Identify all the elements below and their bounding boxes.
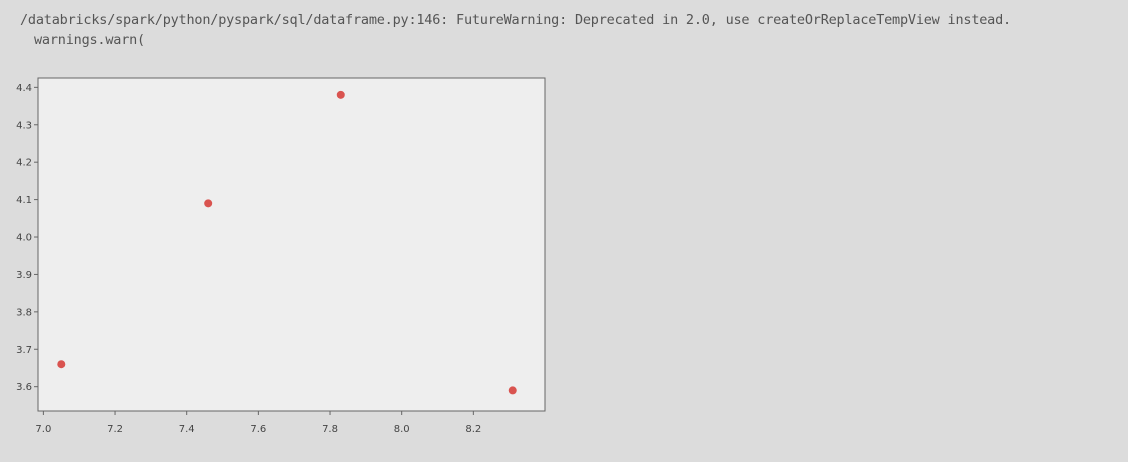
x-tick-label: 7.2 — [107, 424, 123, 435]
plot-area — [37, 77, 546, 412]
scatter-point — [204, 199, 213, 208]
y-tick-label: 3.9 — [16, 270, 32, 281]
y-axis: 4.4 4.3 4.2 4.1 4.0 3.9 3.8 3.7 3.6 — [16, 83, 38, 393]
scatter-point — [508, 386, 517, 395]
data-points — [57, 90, 517, 395]
x-tick-label: 8.2 — [465, 424, 481, 435]
warning-output: /databricks/spark/python/pyspark/sql/dat… — [20, 10, 1011, 50]
warning-call: warnings.warn( — [34, 32, 145, 48]
y-tick-label: 3.6 — [16, 382, 32, 393]
scatter-point — [336, 90, 345, 99]
y-tick-label: 4.3 — [16, 120, 32, 131]
x-tick-label: 8.0 — [394, 424, 410, 435]
y-tick-label: 4.2 — [16, 158, 32, 169]
x-axis: 7.0 7.2 7.4 7.6 7.8 8.0 8.2 — [35, 411, 481, 435]
x-tick-label: 7.8 — [322, 424, 338, 435]
scatter-point — [57, 360, 66, 369]
x-tick-label: 7.0 — [35, 424, 51, 435]
y-tick-label: 3.7 — [16, 345, 32, 356]
y-tick-label: 4.4 — [16, 83, 32, 94]
y-tick-label: 4.1 — [16, 195, 32, 206]
warning-line: /databricks/spark/python/pyspark/sql/dat… — [20, 12, 1011, 28]
x-tick-label: 7.4 — [179, 424, 195, 435]
x-tick-label: 7.6 — [250, 424, 266, 435]
y-tick-label: 3.8 — [16, 307, 32, 318]
y-tick-label: 4.0 — [16, 233, 32, 244]
